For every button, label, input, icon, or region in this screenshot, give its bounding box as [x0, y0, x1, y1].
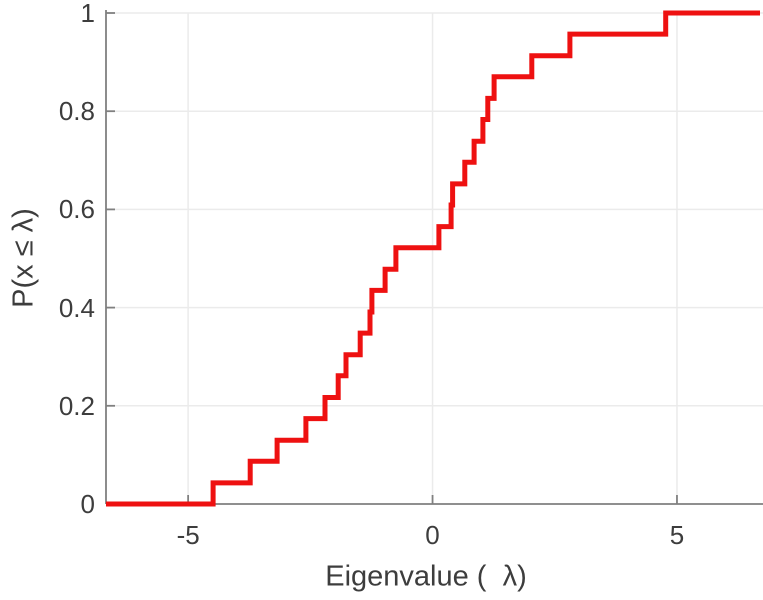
x-tick-label: -5 [176, 520, 200, 550]
ecdf-step-line [106, 10, 760, 507]
y-tick-label: 0.8 [58, 96, 95, 127]
y-tick-label: 0.2 [58, 390, 95, 421]
y-tick-label: 0.4 [58, 292, 95, 323]
y-tick-label: 1 [80, 0, 95, 28]
x-axis-label: Eigenvalue ( λ) [325, 560, 527, 593]
x-tick-label: 0 [425, 520, 440, 550]
y-tick-label: 0.6 [58, 194, 95, 225]
y-tick-label: 0 [80, 489, 95, 519]
y-axis-label: P(x ≤ λ) [7, 208, 40, 308]
x-tick-label: 5 [669, 520, 685, 550]
